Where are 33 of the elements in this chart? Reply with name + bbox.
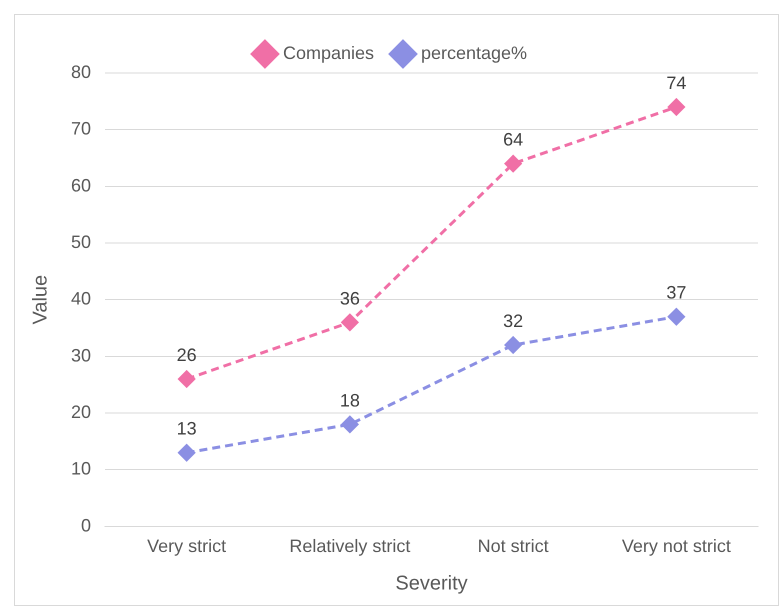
y-axis-title: Value xyxy=(30,274,52,325)
point xyxy=(668,98,685,116)
y-tick-label: 70 xyxy=(70,118,92,139)
x-axis-title: Severity xyxy=(395,572,468,595)
x-tick-label: Not strict xyxy=(478,536,549,556)
y-tick-label: 20 xyxy=(70,402,92,422)
x-tick-label: Very strict xyxy=(147,536,226,556)
data-label: 26 xyxy=(176,345,197,366)
y-tick-label: 80 xyxy=(70,62,92,82)
point xyxy=(178,370,196,388)
x-tick-label: Very not strict xyxy=(622,536,731,556)
data-label: 37 xyxy=(666,282,686,303)
y-tick-label: 40 xyxy=(70,288,92,309)
data-label: 13 xyxy=(176,418,197,439)
y-tick-label: 50 xyxy=(70,232,92,252)
y-tick-label: 0 xyxy=(81,515,92,536)
point xyxy=(341,314,358,331)
data-label: 74 xyxy=(666,72,686,93)
data-label: 36 xyxy=(340,288,360,308)
point xyxy=(178,444,196,462)
point xyxy=(668,308,685,326)
data-label: 32 xyxy=(503,311,524,332)
legend-label: percentage% xyxy=(420,42,528,63)
data-label: 64 xyxy=(503,130,524,150)
point xyxy=(341,416,358,433)
y-tick-label: 60 xyxy=(70,175,92,196)
data-label: 18 xyxy=(340,390,360,410)
y-tick-label: 30 xyxy=(70,345,92,366)
legend-label: Companies xyxy=(282,42,374,63)
y-tick-label: 10 xyxy=(70,458,92,479)
point xyxy=(504,155,522,172)
point xyxy=(504,336,522,354)
x-tick-label: Relatively strict xyxy=(289,536,410,556)
